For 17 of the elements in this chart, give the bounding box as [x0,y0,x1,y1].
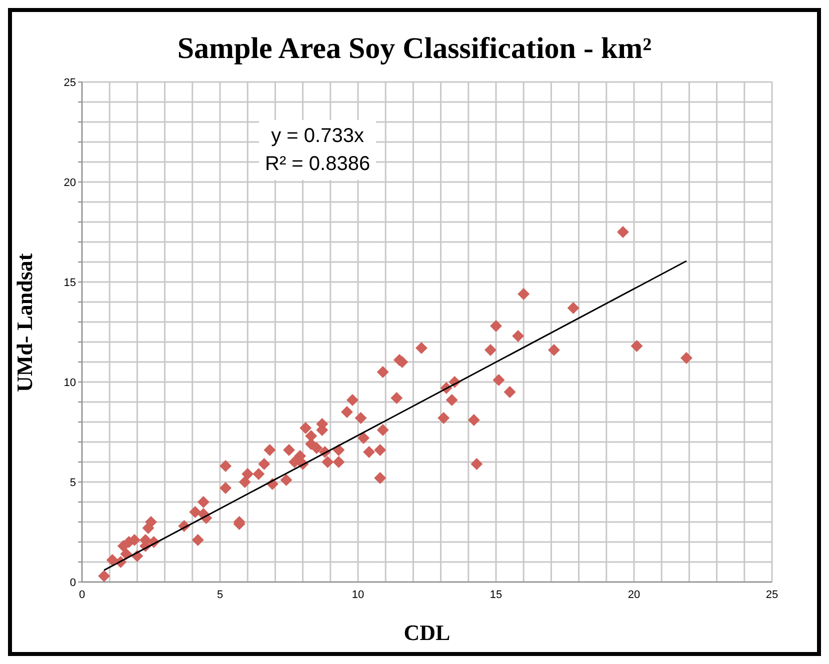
x-tick-label: 20 [628,588,640,601]
chart-title: Sample Area Soy Classification - km² [177,32,652,65]
y-axis-title: UMd- Landsat [12,252,37,392]
annotation: R² = 0.8386 [265,153,370,175]
x-tick-label: 5 [216,588,224,601]
x-axis-title: CDL [404,620,450,645]
y-tick-label: 0 [70,576,76,589]
annotation: y = 0.733x [271,125,364,147]
x-tick-label: 0 [78,588,86,601]
y-tick-label: 10 [64,376,76,389]
y-tick-label: 15 [64,276,76,289]
x-tick-label: 25 [766,588,778,601]
y-tick-label: 5 [70,476,76,489]
y-tick-label: 25 [64,76,76,89]
y-tick-label: 20 [64,176,76,189]
x-tick-label: 10 [352,588,364,601]
x-tick-label: 15 [490,588,502,601]
